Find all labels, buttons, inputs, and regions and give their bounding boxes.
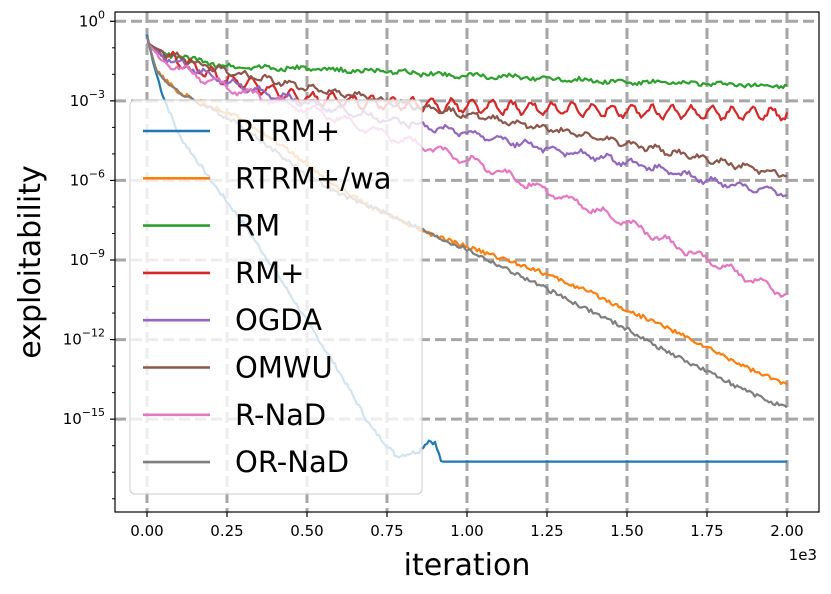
legend-label: RM xyxy=(235,209,280,243)
y-axis-ticks: 100 10−3 10−6 10−9 10−12 10−15 xyxy=(63,8,115,500)
x-tick-label: 1.50 xyxy=(610,522,643,540)
y-tick-label: 10−6 xyxy=(70,167,105,189)
x-tick-label: 0.00 xyxy=(130,522,163,540)
legend-label: R-NaD xyxy=(235,398,326,432)
grid xyxy=(115,12,819,512)
x-tick-label: 2.00 xyxy=(770,522,803,540)
legend-box xyxy=(129,99,423,495)
series-line-r-nad xyxy=(146,41,788,298)
x-tick-label: 1.75 xyxy=(690,522,723,540)
series-line-ogda xyxy=(146,41,788,198)
series-line-rm- xyxy=(146,41,789,122)
x-tick-label: 0.50 xyxy=(290,522,323,540)
legend-label: RTRM+ xyxy=(235,114,340,148)
x-tick-label: 0.75 xyxy=(370,522,403,540)
y-tick-label: 10−3 xyxy=(70,88,105,110)
x-tick-label: 0.25 xyxy=(210,522,243,540)
y-tick-label: 10−15 xyxy=(63,406,105,428)
x-axis-label: iteration xyxy=(404,548,531,583)
series-line-rm xyxy=(146,41,788,90)
x-axis-ticks: 0.00 0.25 0.50 0.75 1.00 1.25 1.50 1.75 2.00 xyxy=(130,512,804,540)
y-axis-label: exploitability xyxy=(13,165,48,358)
y-tick-label: 100 xyxy=(79,8,105,30)
legend: RTRM+ RTRM+/wa RM RM+ OGDA OMWU R-NaD OR-NaD xyxy=(129,99,423,495)
legend-label: RTRM+/wa xyxy=(235,161,391,195)
y-tick-label: 10−9 xyxy=(70,247,105,269)
x-tick-label: 1.00 xyxy=(450,522,483,540)
series-line-omwu xyxy=(146,41,788,178)
y-tick-label: 10−12 xyxy=(63,327,105,349)
legend-label: RM+ xyxy=(235,256,304,290)
legend-label: OR-NaD xyxy=(235,445,349,479)
x-axis-scale-note: 1e3 xyxy=(789,546,817,564)
legend-label: OMWU xyxy=(235,351,333,385)
x-tick-label: 1.25 xyxy=(530,522,563,540)
legend-label: OGDA xyxy=(235,303,322,337)
